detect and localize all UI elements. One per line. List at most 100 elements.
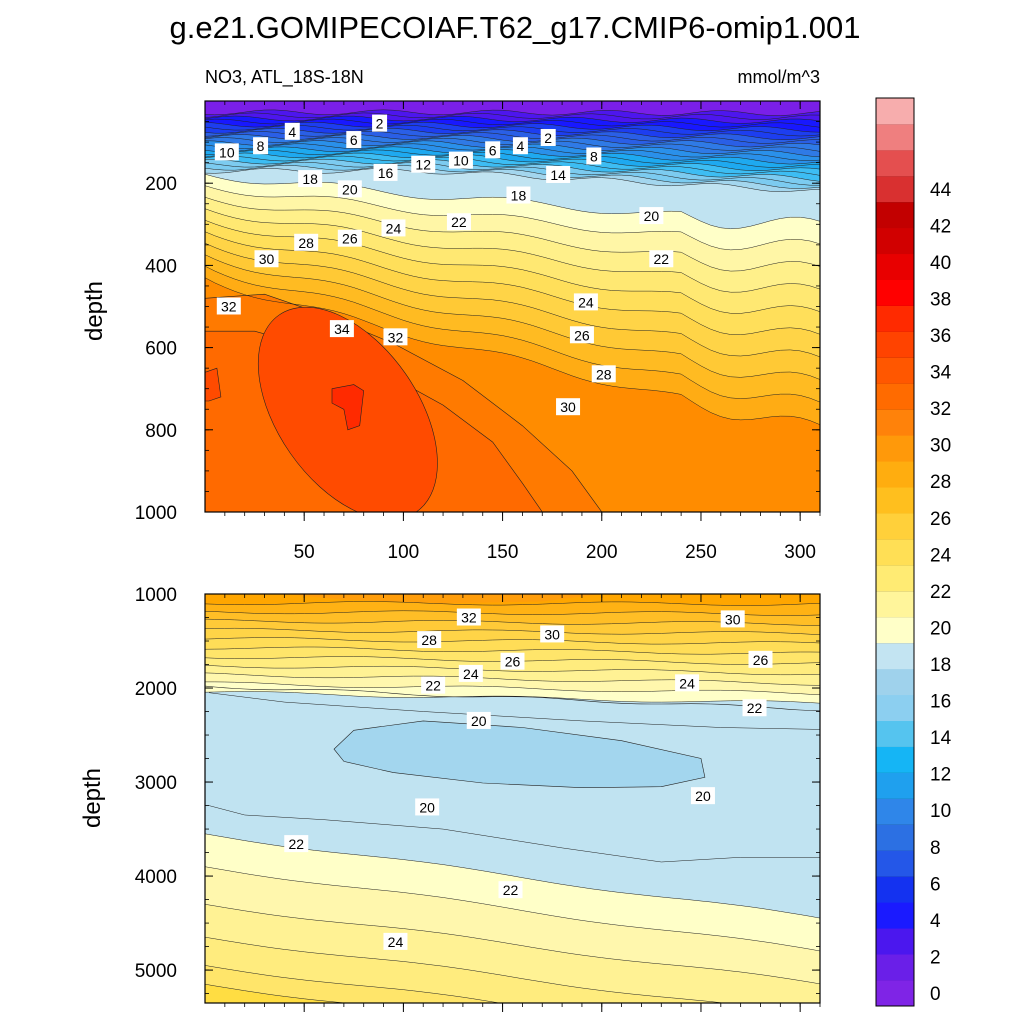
svg-text:28: 28 — [298, 235, 314, 251]
contour-label: 22 — [421, 676, 446, 694]
contour-line — [205, 664, 820, 676]
colorbar-swatch — [876, 149, 914, 177]
colorbar-swatch — [876, 902, 914, 929]
y-tick-label: 4000 — [135, 867, 177, 888]
contour-label: 20 — [466, 711, 491, 729]
y-tick-label: 1000 — [135, 585, 177, 606]
y-tick-label: 600 — [145, 339, 177, 360]
contour-line — [205, 196, 820, 272]
svg-text:8: 8 — [257, 138, 265, 154]
svg-text:10: 10 — [219, 144, 235, 160]
contour-label: 34 — [329, 320, 354, 338]
svg-text:32: 32 — [221, 299, 237, 315]
svg-text:22: 22 — [288, 836, 304, 852]
colorbar-swatch — [876, 123, 914, 151]
contour-label: 18 — [298, 170, 323, 188]
y-tick-label: 2000 — [135, 679, 177, 700]
contour-line — [205, 866, 820, 952]
svg-text:20: 20 — [644, 208, 660, 224]
contour-line — [205, 610, 820, 616]
lower-panel-contour-labels: 32 30 30 28 26 26 24 24 22 22 20 20 20 22 22 24 — [284, 608, 773, 950]
svg-text:30: 30 — [259, 251, 275, 267]
svg-text:22: 22 — [747, 700, 763, 716]
contour-line — [205, 140, 820, 158]
upper-panel-contour-labels: 10 8 4 6 2 18 20 16 12 10 6 4 2 14 8 18 22 24 26 28 30 20 22 24… — [214, 114, 674, 416]
contour-line — [205, 143, 820, 161]
fill-core-36 — [331, 384, 365, 431]
y-tick-label: 200 — [145, 174, 177, 195]
contour-label: 8 — [253, 137, 269, 155]
contour-line — [205, 134, 820, 148]
contour-label: 20 — [415, 798, 440, 816]
contour-label: 2 — [540, 128, 556, 146]
contour-label: 22 — [284, 835, 309, 853]
svg-text:20: 20 — [695, 788, 711, 804]
colorbar-swatch — [876, 720, 914, 747]
contour-label: 24 — [381, 219, 406, 237]
svg-text:24: 24 — [578, 294, 594, 310]
colorbar-tick-label: 28 — [930, 472, 951, 493]
svg-text:2: 2 — [544, 130, 552, 146]
colorbar-tick-label: 24 — [930, 545, 952, 566]
svg-text:6: 6 — [489, 142, 497, 158]
colorbar-tick-label: 8 — [930, 838, 941, 859]
contour-line — [205, 904, 820, 985]
contour-line — [205, 165, 820, 189]
svg-text:26: 26 — [342, 231, 358, 247]
contour-line — [205, 681, 820, 696]
contour-label: 26 — [748, 650, 773, 668]
contour-label: 22 — [742, 699, 767, 717]
contour-label: 28 — [417, 631, 442, 649]
svg-text:4: 4 — [517, 138, 525, 154]
contour-label: 20 — [639, 207, 664, 225]
colorbar-swatch — [876, 539, 914, 566]
contour-label: 4 — [512, 137, 528, 155]
svg-text:22: 22 — [425, 678, 441, 694]
contour-label: 10 — [448, 151, 473, 169]
svg-text:22: 22 — [503, 882, 519, 898]
colorbar-tick-label: 4 — [930, 911, 941, 932]
contour-line — [208, 692, 820, 863]
x-tick-label: 50 — [294, 542, 315, 563]
upper-panel-contour-lines — [205, 109, 820, 425]
colorbar-swatch — [876, 564, 914, 592]
colorbar-swatch — [876, 253, 914, 280]
contour-line — [205, 627, 820, 635]
colorbar-frame — [875, 97, 915, 1007]
svg-text:24: 24 — [679, 675, 695, 691]
colorbar-tick-label: 6 — [930, 874, 941, 895]
contour-label: 12 — [411, 155, 436, 173]
colorbar-swatch — [876, 435, 914, 462]
contour-line — [205, 265, 820, 403]
colorbar-swatch — [876, 175, 914, 203]
contour-label: 28 — [294, 233, 319, 251]
fill-band — [205, 965, 820, 1003]
contour-line — [205, 152, 820, 171]
contour-label: 22 — [446, 213, 471, 231]
svg-text:20: 20 — [471, 713, 487, 729]
contour-label: 22 — [498, 881, 523, 899]
chart-subtitle-units: mmol/m^3 — [738, 67, 820, 87]
contour-label: 30 — [556, 398, 581, 416]
contour-line — [205, 161, 820, 186]
colorbar-swatch — [876, 487, 914, 514]
contour-label: 24 — [383, 932, 408, 950]
contour-line — [205, 672, 820, 686]
contour-line — [205, 155, 820, 176]
upper-panel-x-axis: 50 100 150 200 250 300 — [224, 101, 821, 563]
colorbar-tick-label: 38 — [930, 289, 951, 310]
colorbar-swatch — [876, 357, 914, 384]
colorbar-swatch — [876, 954, 914, 981]
colorbar-swatch — [876, 461, 914, 488]
y-tick-label: 5000 — [135, 961, 177, 982]
contour-label: 18 — [506, 186, 531, 204]
contour-label: 8 — [586, 147, 602, 165]
chart-title: g.e21.GOMIPECOIAF.T62_g17.CMIP6-omip1.00… — [170, 10, 861, 45]
contour-label: 30 — [254, 250, 279, 268]
upper-panel-y-axis: 200 400 600 800 1000 — [135, 100, 820, 524]
contour-label: 32 — [383, 328, 408, 346]
contour-label: 20 — [337, 180, 362, 198]
x-tick-label: 150 — [487, 542, 519, 563]
contour-line — [205, 115, 820, 124]
